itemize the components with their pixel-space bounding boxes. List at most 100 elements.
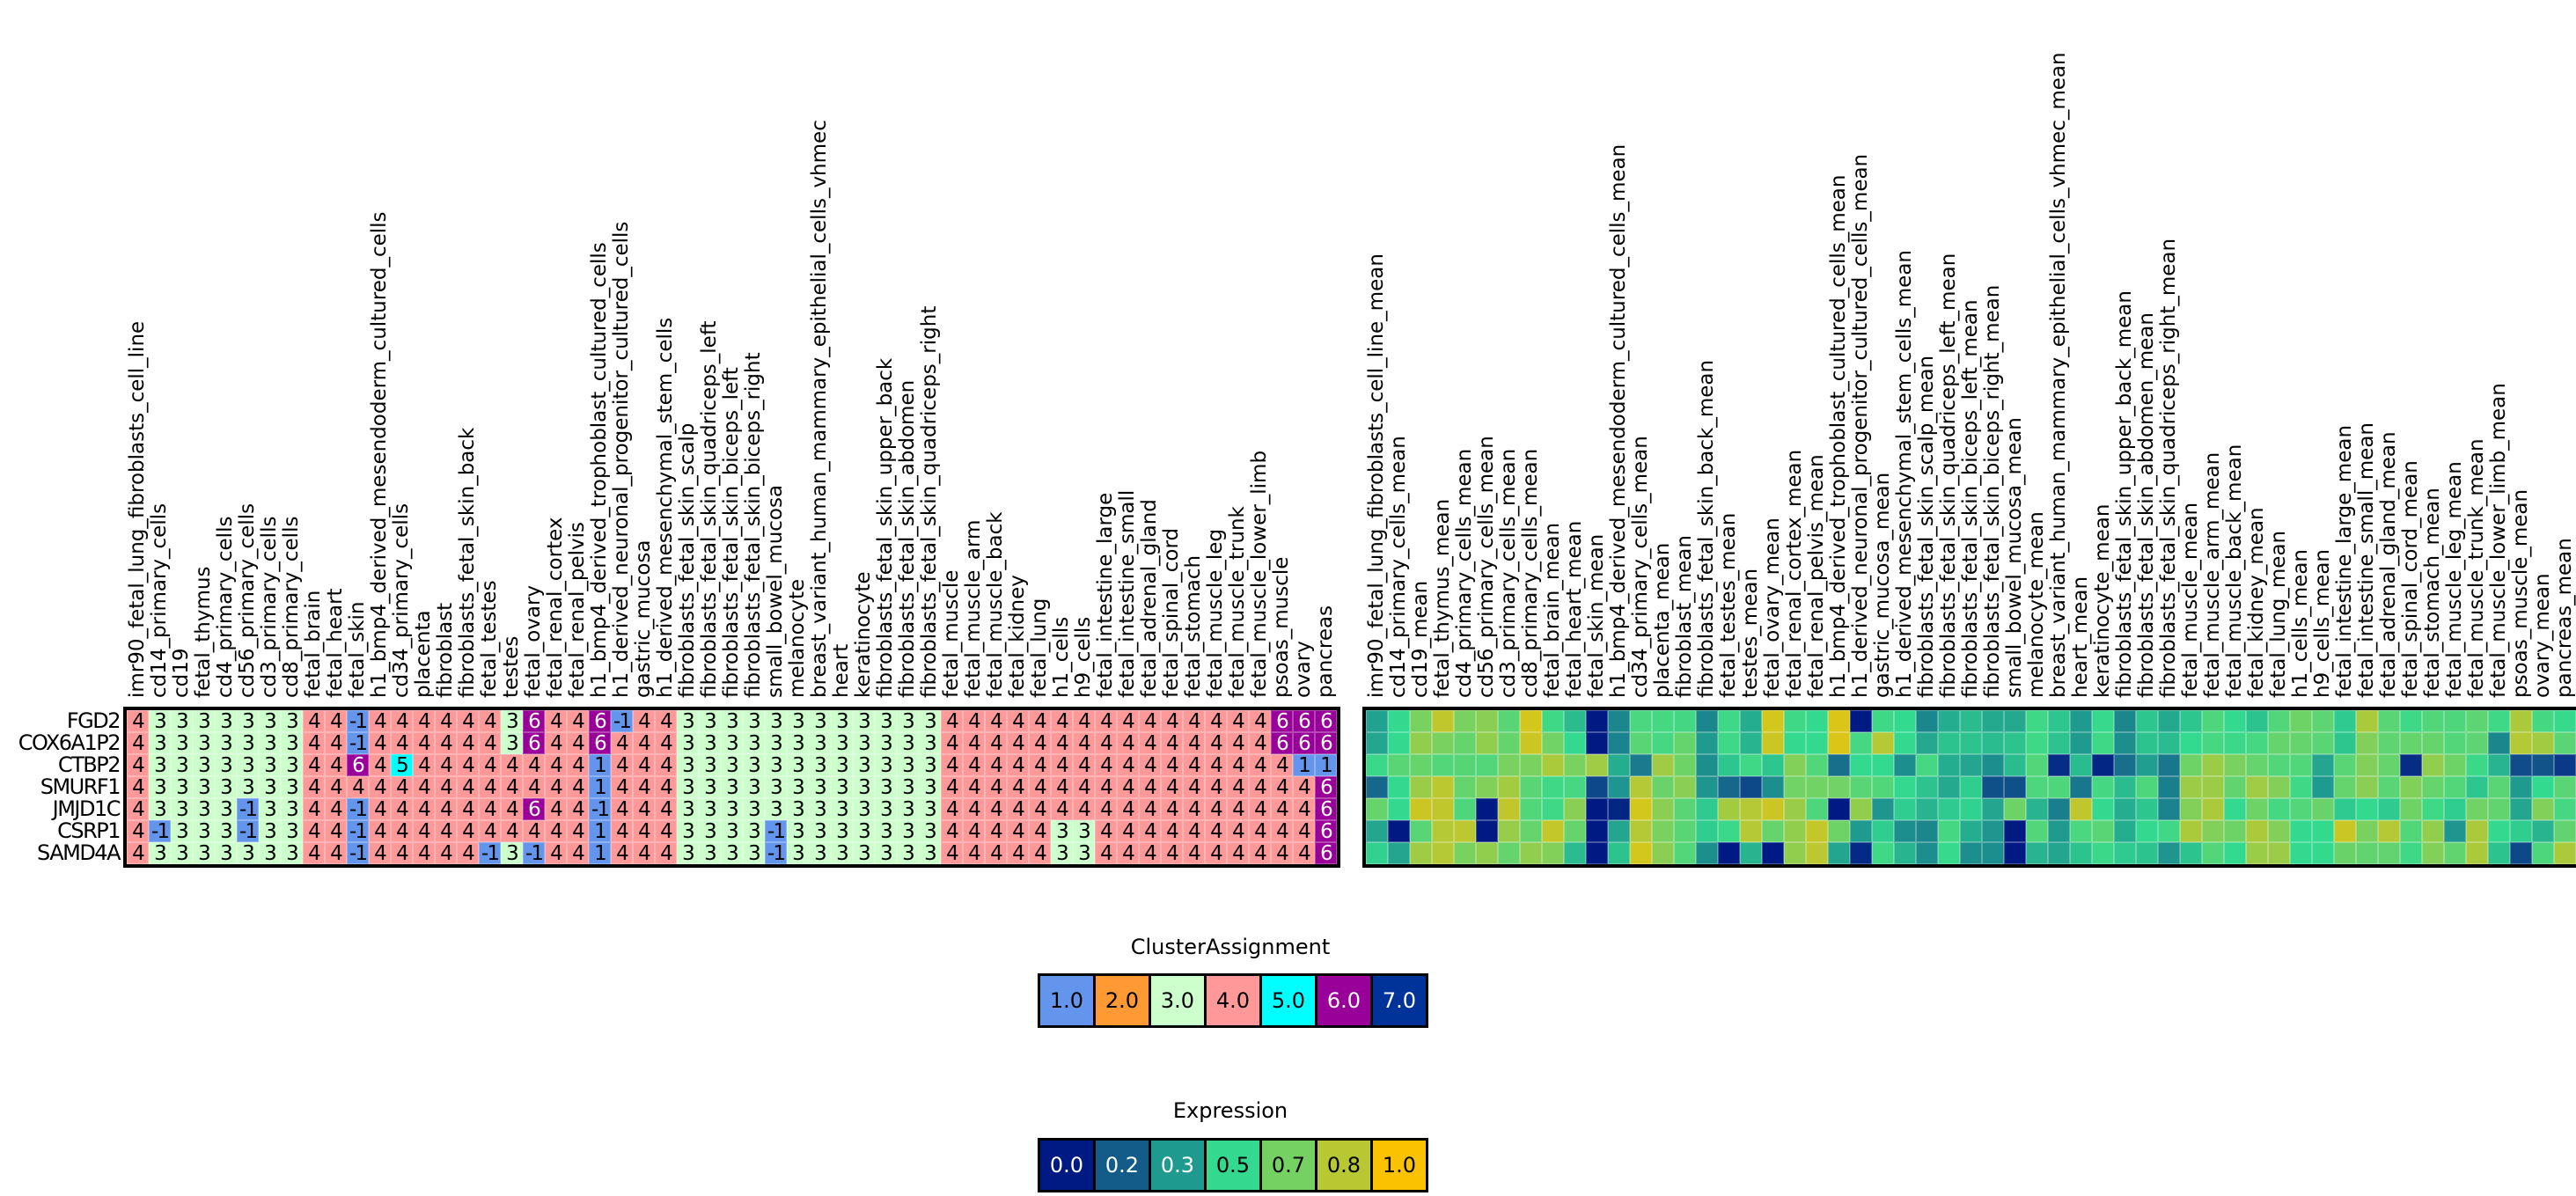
- expression-cell: [1828, 842, 1850, 864]
- expression-cell: [2554, 842, 2576, 864]
- legend-swatch: 2.0: [1096, 976, 1151, 1025]
- cluster-cell: 3: [259, 732, 281, 754]
- cluster-cell: 4: [325, 842, 347, 864]
- cluster-cell: 4: [963, 798, 985, 820]
- column-label: cd19_mean: [1409, 580, 1432, 698]
- expression-cell: [1960, 820, 1982, 842]
- legend-swatch: 0.8: [1317, 1141, 1373, 1190]
- expression-cell: [2488, 798, 2510, 820]
- cluster-cell: 3: [897, 776, 919, 798]
- expression-cell: [2532, 798, 2554, 820]
- cluster-cell: 4: [985, 710, 1007, 732]
- cluster-cell: 3: [897, 842, 919, 864]
- column-label: fetal_kidney: [1006, 575, 1029, 698]
- expression-cell: [2290, 710, 2312, 732]
- cluster-cell: 3: [743, 798, 765, 820]
- cluster-cell: 4: [567, 842, 589, 864]
- cluster-cell: 4: [1249, 710, 1271, 732]
- cluster-cell: 4: [457, 798, 479, 820]
- expression-cell: [1696, 754, 1718, 776]
- expression-cell: [2114, 710, 2136, 732]
- cluster-cell: 4: [1139, 776, 1161, 798]
- cluster-cell: 4: [325, 820, 347, 842]
- cluster-cell: 4: [655, 820, 677, 842]
- expression-cell: [1938, 842, 1960, 864]
- cluster-cell: 3: [215, 754, 237, 776]
- expression-cell: [2158, 732, 2180, 754]
- expression-cell: [1982, 798, 2004, 820]
- expression-cell: [2488, 820, 2510, 842]
- cluster-cell: 3: [193, 710, 215, 732]
- cluster-cell: 3: [699, 776, 721, 798]
- expression-cell: [1608, 754, 1630, 776]
- expression-cell: [1696, 820, 1718, 842]
- cluster-cell: 4: [1073, 754, 1095, 776]
- column-label: fibroblasts_fetal_skin_abdomen: [896, 379, 919, 698]
- expression-cell: [1454, 798, 1476, 820]
- cluster-cell: 4: [1095, 776, 1117, 798]
- expression-cell: [1388, 710, 1410, 732]
- expression-cell: [2466, 776, 2488, 798]
- cluster-cell: 3: [919, 820, 941, 842]
- column-label: ovary_mean: [2531, 573, 2554, 698]
- legend-swatch: 1.0: [1040, 976, 1096, 1025]
- cluster-cell: 4: [413, 732, 435, 754]
- expression-cell: [1476, 710, 1498, 732]
- cluster-cell: 3: [677, 798, 699, 820]
- cluster-cell: 4: [1249, 732, 1271, 754]
- expression-cell: [1982, 754, 2004, 776]
- expression-cell: [2532, 732, 2554, 754]
- expression-legend-title: Expression: [1172, 1098, 1288, 1123]
- cluster-cell: 3: [259, 820, 281, 842]
- expression-cell: [1454, 710, 1476, 732]
- cluster-cell: -1: [479, 842, 501, 864]
- expression-cell: [2466, 798, 2488, 820]
- column-label: fetal_spinal_cord_mean: [2399, 460, 2422, 698]
- expression-cell: [2246, 842, 2268, 864]
- expression-cell: [1784, 710, 1806, 732]
- cluster-cell: 4: [633, 798, 655, 820]
- cluster-cell: 4: [391, 776, 413, 798]
- cluster-cell: 4: [413, 710, 435, 732]
- expression-cell: [1410, 710, 1432, 732]
- expression-cell: [1652, 842, 1674, 864]
- expression-cell: [1982, 710, 2004, 732]
- expression-cell: [2422, 842, 2444, 864]
- expression-cell: [1542, 798, 1564, 820]
- cluster-cell: 3: [787, 710, 809, 732]
- cluster-cell: 4: [1205, 842, 1227, 864]
- cluster-cell: 4: [1183, 710, 1205, 732]
- column-label: breast_variant_human_mammary_epithelial_…: [2047, 52, 2070, 698]
- expression-cell: [1388, 798, 1410, 820]
- cluster-cell: 4: [369, 798, 391, 820]
- cluster-cell: 4: [435, 820, 457, 842]
- cluster-cell: 4: [501, 776, 523, 798]
- cluster-cell: 4: [1073, 776, 1095, 798]
- cluster-cell: 3: [149, 710, 171, 732]
- cluster-cell: 3: [281, 754, 303, 776]
- expression-cell: [1806, 776, 1828, 798]
- cluster-cell: 3: [765, 776, 787, 798]
- expression-cell: [1520, 710, 1542, 732]
- cluster-cell: 3: [677, 710, 699, 732]
- expression-cell: [2026, 842, 2048, 864]
- cluster-cell: 4: [1227, 776, 1249, 798]
- expression-cell: [2246, 798, 2268, 820]
- cluster-cell: 4: [1117, 842, 1139, 864]
- cluster-cell: 4: [655, 842, 677, 864]
- expression-cell: [1652, 710, 1674, 732]
- expression-cell: [1938, 754, 1960, 776]
- expression-cell: [2070, 820, 2092, 842]
- cluster-cell: 4: [633, 820, 655, 842]
- cluster-cell: 4: [1249, 820, 1271, 842]
- cluster-cell: 3: [699, 820, 721, 842]
- legend-swatch: 3.0: [1151, 976, 1207, 1025]
- expression-cell: [2422, 732, 2444, 754]
- expression-cell: [2246, 776, 2268, 798]
- cluster-cell: 3: [193, 820, 215, 842]
- expression-cell: [2180, 820, 2202, 842]
- expression-cell: [2180, 798, 2202, 820]
- cluster-cell: 3: [875, 710, 897, 732]
- cluster-cell: -1: [347, 798, 369, 820]
- cluster-cell: 4: [567, 798, 589, 820]
